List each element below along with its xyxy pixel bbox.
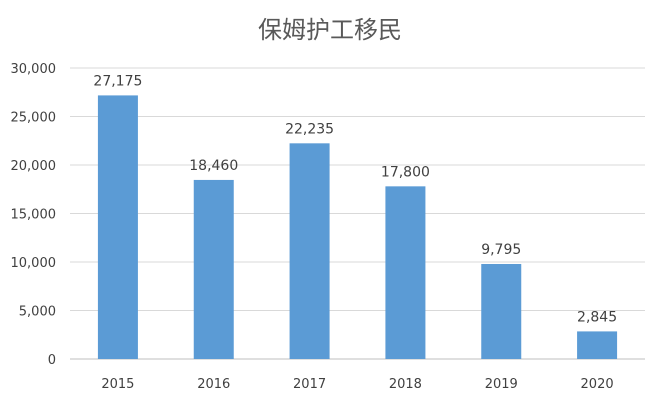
y-tick-label: 20,000: [11, 159, 57, 174]
x-tick-label: 2018: [389, 377, 422, 392]
data-label: 18,460: [189, 158, 238, 174]
data-label: 2,845: [577, 309, 617, 325]
y-tick-label: 25,000: [11, 111, 57, 126]
gridlines: [70, 67, 645, 360]
data-labels: 27,175 18,460 22,235 17,800 9,795 2,845: [93, 73, 617, 325]
bar: [385, 186, 426, 359]
y-tick-label: 15,000: [11, 208, 57, 223]
data-label: 17,800: [381, 164, 430, 180]
data-label: 27,175: [93, 73, 142, 89]
bar: [193, 179, 234, 359]
x-tick-label: 2019: [485, 377, 518, 392]
bar: [97, 95, 138, 359]
y-axis: 0 5,000 10,000 15,000 20,000 25,000 30,000: [11, 62, 57, 368]
y-tick-label: 5,000: [19, 305, 56, 320]
bars: [97, 95, 618, 359]
x-tick-label: 2017: [293, 377, 326, 392]
data-label: 22,235: [285, 121, 334, 137]
y-tick-label: 10,000: [11, 256, 57, 271]
bar: [481, 263, 522, 359]
data-label: 9,795: [481, 242, 521, 258]
bar: [577, 331, 618, 359]
bar: [289, 143, 330, 359]
x-tick-label: 2016: [197, 377, 230, 392]
y-tick-label: 0: [48, 353, 56, 368]
x-axis: 2015 2016 2017 2018 2019 2020: [101, 377, 613, 392]
y-tick-label: 30,000: [11, 62, 57, 77]
x-tick-label: 2015: [101, 377, 134, 392]
chart-title: 保姆护工移民: [258, 16, 402, 44]
x-tick-label: 2020: [581, 377, 614, 392]
